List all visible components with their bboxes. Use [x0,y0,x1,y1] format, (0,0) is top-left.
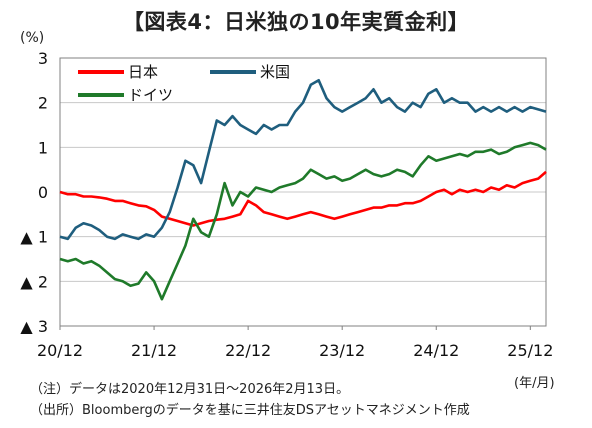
y-axis-ticks: 3 2 1 0 ▲ 1 ▲ 2 ▲ 3 [20,49,48,336]
note-line: （注）データは2020年12月31日～2026年2月13日。 [30,382,350,397]
x-tick-label: 21/12 [131,341,177,360]
x-tick-label: 25/12 [507,341,553,360]
y-tick-label: 0 [38,183,48,202]
series-line-japan [59,170,547,227]
series-line-us [59,79,547,241]
legend-label-germany: ドイツ [128,86,173,104]
y-tick-label: ▲ 2 [20,272,48,291]
y-tick-label: 1 [38,138,48,157]
chart-title: 【図表4：日米独の10年実質金利】 [122,10,470,34]
y-tick-label: ▲ 1 [20,228,48,247]
gridlines [60,102,546,282]
y-tick-label: 3 [38,49,48,68]
legend-label-us: 米国 [260,63,290,81]
x-tick-label: 20/12 [37,341,83,360]
source-line: （出所）Bloombergのデータを基に三井住友DSアセットマネジメント作成 [30,403,470,418]
series-lines [59,79,547,301]
x-axis-ticks: 20/12 21/12 22/12 23/12 24/12 25/12 [37,326,553,360]
series-line-germany [59,141,547,301]
legend-label-japan: 日本 [128,63,158,81]
x-axis-unit: (年/月) [514,376,555,391]
x-tick-label: 24/12 [413,341,459,360]
x-tick-label: 23/12 [319,341,365,360]
y-tick-label: ▲ 3 [20,317,48,336]
y-tick-label: 2 [38,94,48,113]
y-axis-unit: (%) [20,30,45,46]
x-tick-label: 22/12 [225,341,271,360]
